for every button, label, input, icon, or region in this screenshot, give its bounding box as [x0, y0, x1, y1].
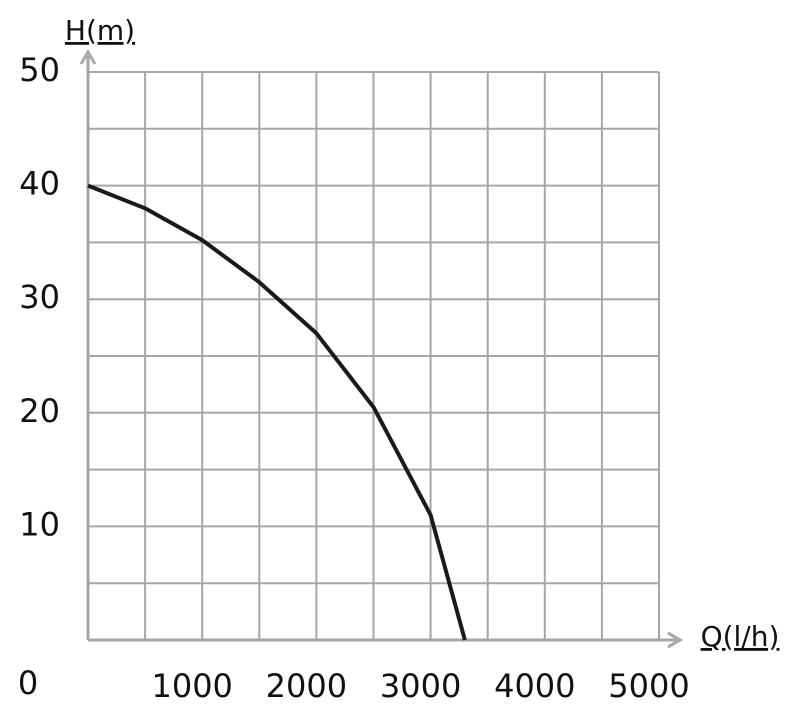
y-tick-label: 20: [19, 392, 60, 430]
x-tick-label: 3000: [380, 667, 461, 705]
curve: [87, 183, 467, 641]
x-tick-label: 1000: [151, 667, 232, 705]
y-tick-label: 30: [19, 278, 60, 316]
x-axis-title: Q(l/h): [701, 620, 780, 653]
x-tick-label: 4000: [494, 667, 575, 705]
y-tick-label: 40: [19, 165, 60, 203]
y-tick-label: 10: [19, 505, 60, 543]
y-tick-label: 50: [19, 51, 60, 89]
y-tick-label: 0: [18, 664, 38, 702]
x-tick-label: 5000: [608, 667, 689, 705]
x-tick-label: 2000: [266, 667, 347, 705]
y-axis-title: H(m): [65, 14, 135, 47]
x-axis-arrow: [667, 631, 683, 649]
y-axis-arrow: [79, 49, 97, 65]
